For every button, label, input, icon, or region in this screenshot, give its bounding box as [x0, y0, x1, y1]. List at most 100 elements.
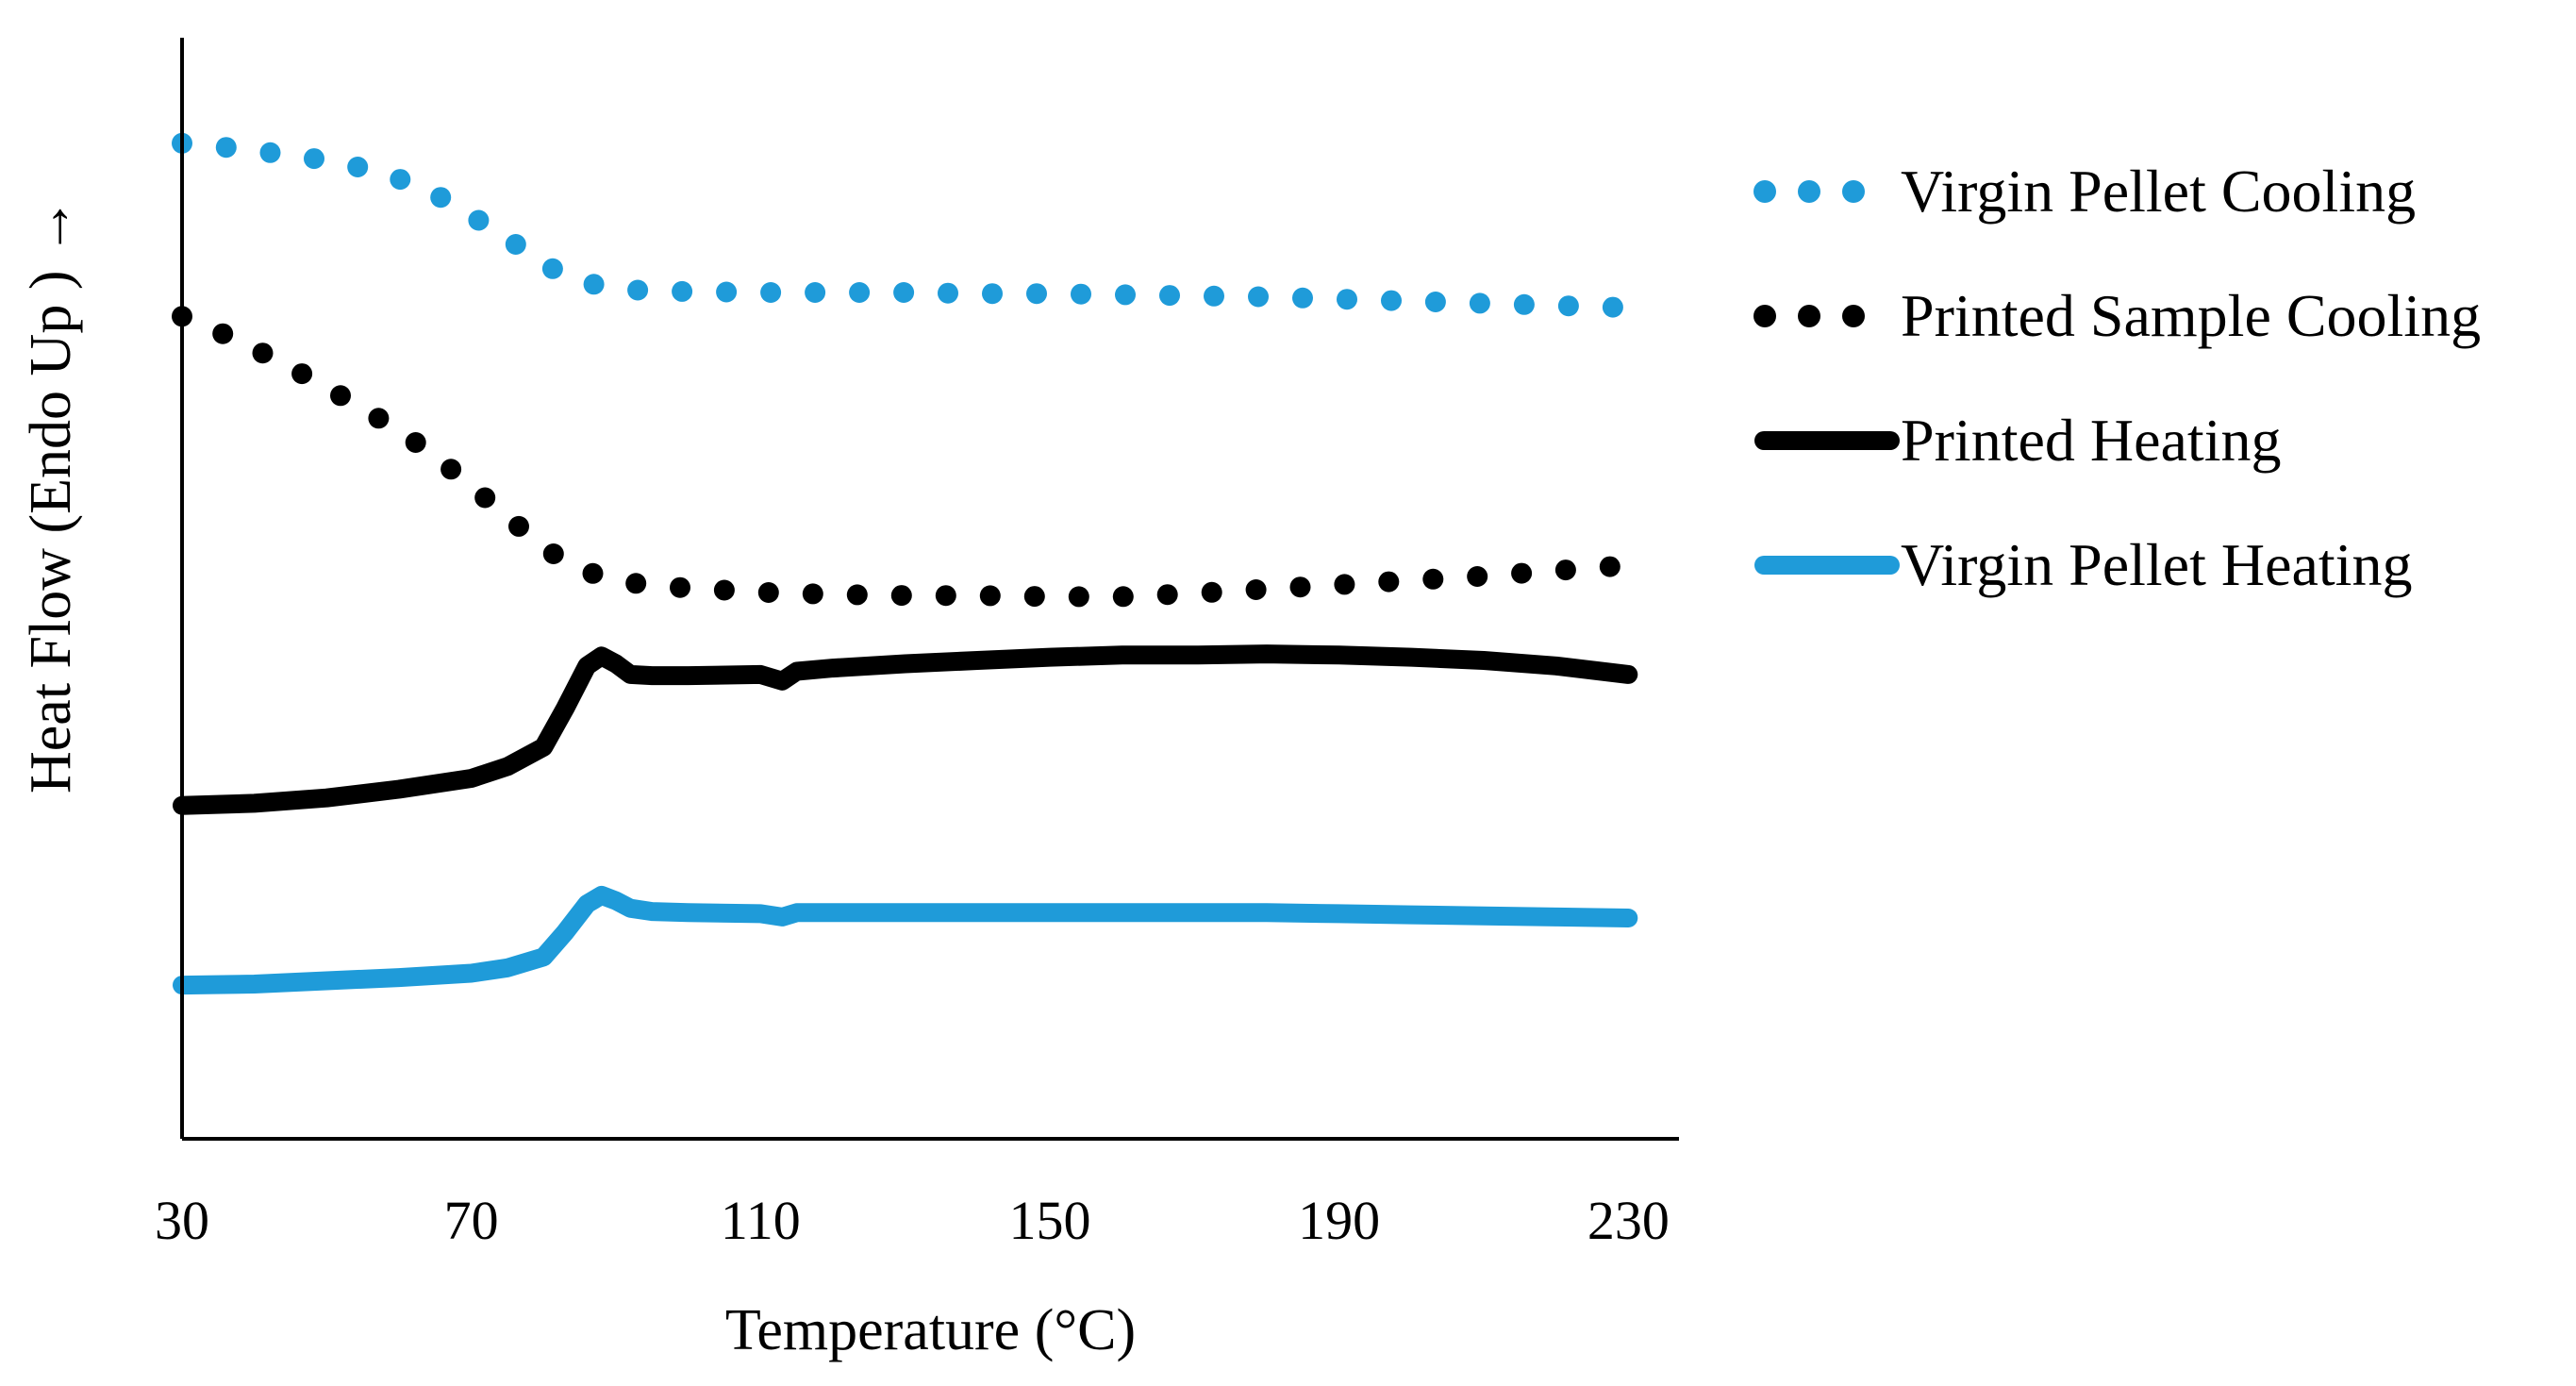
legend-swatch-dot: [1798, 305, 1820, 327]
series-point: [304, 148, 324, 170]
series-point: [1467, 566, 1488, 587]
series-line: [173, 644, 1638, 815]
series-point: [330, 385, 351, 407]
legend-swatch-dot: [1798, 180, 1820, 203]
series-point: [802, 583, 823, 605]
series-layer: [172, 132, 1638, 995]
x-tick-labels: 30 70 110 150 190 230: [155, 1190, 1670, 1251]
series-point: [760, 282, 782, 303]
series-point: [1289, 576, 1311, 598]
series-point: [368, 408, 390, 429]
series-printed-sample-cooling: [172, 306, 1620, 608]
series-point: [935, 585, 956, 607]
series-point: [672, 280, 693, 302]
series-point: [212, 323, 234, 344]
series-point: [979, 585, 1001, 607]
series-virgin-pellet-heating: [173, 885, 1638, 995]
legend-label: Printed Sample Cooling: [1901, 282, 2481, 349]
series-point: [430, 187, 452, 209]
series-point: [405, 432, 426, 453]
series-point: [252, 342, 274, 364]
series-point: [757, 582, 779, 603]
series-point: [938, 282, 958, 304]
series-point: [215, 137, 237, 159]
series-point: [713, 579, 735, 601]
series-point: [1424, 292, 1446, 312]
series-point: [627, 279, 649, 301]
series-point: [1513, 293, 1535, 315]
legend-item-printed-sample-cooling: Printed Sample Cooling: [1753, 282, 2481, 349]
series-point: [1023, 586, 1045, 608]
series-point: [849, 282, 871, 303]
series-point: [259, 142, 281, 163]
series-point: [1112, 586, 1134, 608]
series-point: [1204, 285, 1224, 307]
legend-swatch-dot: [1842, 180, 1865, 203]
x-axis-title: Temperature (°C): [725, 1298, 1136, 1362]
series-point: [846, 584, 868, 606]
series-point: [390, 169, 411, 191]
series-point: [347, 157, 369, 177]
series-point: [474, 487, 496, 509]
series-point: [1115, 284, 1136, 306]
series-point: [1602, 296, 1623, 318]
series-point: [583, 274, 605, 295]
x-tick-label: 70: [444, 1190, 499, 1251]
legend-swatch-dot: [1753, 305, 1776, 327]
series-line: [173, 885, 1638, 995]
legend-swatch-dot: [1753, 180, 1776, 203]
series-point: [1068, 586, 1089, 608]
series-point: [508, 515, 529, 537]
series-point: [1245, 579, 1267, 600]
series-point: [440, 459, 462, 480]
series-point: [1156, 584, 1178, 606]
series-point: [1381, 290, 1402, 311]
series-point: [1334, 574, 1355, 595]
x-tick-label: 150: [1009, 1190, 1091, 1251]
series-point: [1599, 556, 1620, 577]
x-tick-label: 230: [1587, 1190, 1670, 1251]
series-virgin-pellet-cooling: [172, 132, 1623, 318]
series-point: [468, 209, 490, 231]
y-axis-title: Heat Flow (Endo Up ) →: [19, 197, 83, 793]
series-point: [982, 283, 1003, 305]
legend-label: Printed Heating: [1901, 407, 2281, 474]
series-point: [1201, 581, 1222, 603]
series-point: [1554, 559, 1576, 581]
legend-swatch-dot: [1842, 305, 1865, 327]
series-point: [1248, 286, 1269, 308]
series-point: [505, 234, 526, 255]
series-point: [291, 363, 313, 385]
series-point: [670, 576, 690, 598]
x-tick-label: 30: [155, 1190, 209, 1251]
series-point: [805, 282, 826, 303]
series-point: [1159, 285, 1180, 307]
series-point: [1422, 568, 1444, 590]
axes: 30 70 110 150 190 230 Temperature (°C) Heat F…: [19, 38, 1679, 1362]
series-point: [1511, 562, 1533, 584]
legend-label: Virgin Pellet Heating: [1901, 531, 2412, 598]
x-tick-label: 110: [721, 1190, 801, 1251]
series-point: [541, 258, 563, 279]
series-printed-heating: [173, 644, 1638, 815]
series-point: [716, 281, 738, 303]
series-point: [542, 543, 564, 564]
series-point: [1071, 283, 1091, 305]
series-point: [582, 562, 604, 584]
legend: Virgin Pellet Cooling Printed Sample Cool…: [1753, 158, 2481, 598]
legend-item-virgin-pellet-cooling: Virgin Pellet Cooling: [1753, 158, 2416, 225]
legend-item-virgin-pellet-heating: Virgin Pellet Heating: [1754, 531, 2412, 598]
series-point: [1337, 289, 1357, 310]
series-point: [1026, 283, 1047, 305]
series-point: [1378, 571, 1400, 593]
series-point: [1557, 295, 1579, 317]
series-point: [893, 282, 915, 303]
series-point: [1292, 287, 1313, 309]
series-point: [625, 573, 647, 594]
legend-label: Virgin Pellet Cooling: [1901, 158, 2416, 225]
series-point: [890, 585, 912, 607]
series-point: [1469, 292, 1490, 314]
legend-item-printed-heating: Printed Heating: [1754, 407, 2281, 474]
